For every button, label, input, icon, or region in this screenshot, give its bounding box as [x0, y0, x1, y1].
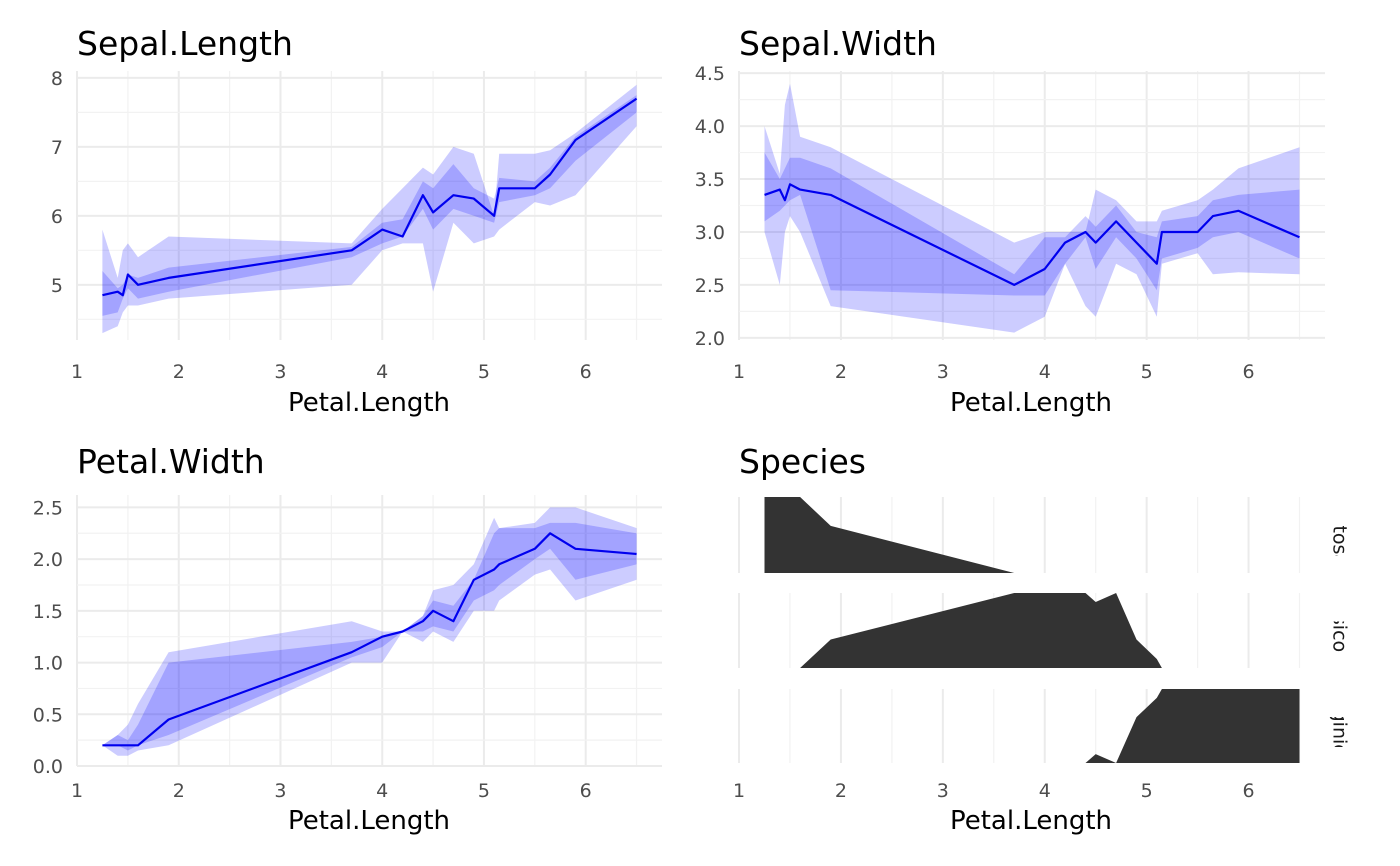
x-tick-labels: 1 2 3 4 5 6: [71, 780, 592, 802]
y-tick-labels: 2.0 2.5 3.0 3.5 4.0 4.5: [695, 63, 725, 350]
x-tick-label: 5: [1141, 780, 1153, 802]
species-ridge-versicolor: [800, 593, 1162, 668]
y-tick-label: 2.5: [33, 497, 63, 519]
mean-line: [764, 183, 1300, 286]
x-tick-label: 1: [71, 361, 83, 383]
panel-grid: [76, 495, 662, 767]
x-axis-title: Petal.Length: [288, 806, 450, 836]
x-axis-title: Petal.Length: [288, 388, 450, 418]
x-tick-label: 4: [376, 361, 388, 383]
x-tick-label: 2: [173, 361, 185, 383]
x-tick-label: 5: [478, 780, 490, 802]
x-tick-label: 3: [274, 780, 286, 802]
panel-title: Species: [739, 442, 866, 481]
y-tick-label: 1.0: [33, 653, 63, 675]
outer-interval-band: [764, 83, 1300, 333]
outer-interval-band: [102, 84, 637, 334]
x-tick-labels: 1 2 3 4 5 6: [733, 780, 1255, 802]
panel-grid: [738, 497, 1301, 763]
y-tick-label: 2.0: [33, 549, 63, 571]
inner-interval-band: [102, 95, 637, 316]
y-tick-label: 0.0: [33, 756, 63, 778]
y-tick-labels: 5 6 7 8: [51, 68, 63, 297]
x-tick-label: 4: [1039, 780, 1051, 802]
y-tick-labels: 0.0 0.5 1.0 1.5 2.0 2.5: [33, 497, 63, 778]
mean-line: [102, 532, 637, 747]
panel-petal-width: Petal.Width 0.0 0.5 1.0 1.5 2.0 2.5 1 2 3 4 5 6 Pe…: [33, 442, 662, 836]
y-tick-label: 2.5: [695, 275, 725, 297]
species-ridge-virginica: [1085, 689, 1300, 763]
panel-grid: [76, 71, 662, 340]
panel-marks: [102, 84, 638, 334]
y-tick-label: 3.5: [695, 169, 725, 191]
x-tick-label: 6: [580, 361, 592, 383]
panel-sepal-length: Sepal.Length 5 6 7 8 1 2 3 4 5 6 Petal.Length: [51, 24, 662, 418]
panel-marks: setosa versicolor virginica: [764, 497, 1351, 767]
panel-marks: [102, 507, 637, 756]
x-tick-labels: 1 2 3 4 5 6: [733, 361, 1255, 383]
x-tick-label: 1: [733, 361, 745, 383]
x-tick-label: 1: [71, 780, 83, 802]
x-tick-label: 1: [733, 780, 745, 802]
x-tick-label: 4: [1039, 361, 1051, 383]
x-tick-label: 3: [937, 361, 949, 383]
facet-strip-label: virginica: [1329, 686, 1351, 767]
panel-title: Sepal.Width: [739, 24, 937, 63]
x-tick-label: 3: [937, 780, 949, 802]
y-tick-label: 0.5: [33, 704, 63, 726]
y-tick-label: 4.0: [695, 116, 725, 138]
panel-grid: [738, 71, 1325, 340]
x-tick-label: 2: [173, 780, 185, 802]
x-tick-labels: 1 2 3 4 5 6: [71, 361, 592, 383]
y-tick-label: 6: [51, 206, 63, 228]
x-tick-label: 6: [1243, 780, 1255, 802]
x-tick-label: 4: [376, 780, 388, 802]
panel-marks: [764, 83, 1300, 333]
x-axis-title: Petal.Length: [950, 388, 1112, 418]
y-tick-label: 5: [51, 275, 63, 297]
panel-title: Petal.Width: [77, 442, 265, 481]
x-tick-label: 6: [580, 780, 592, 802]
x-tick-label: 5: [478, 361, 490, 383]
y-tick-label: 3.0: [695, 222, 725, 244]
y-tick-label: 1.5: [33, 601, 63, 623]
y-tick-label: 2.0: [695, 328, 725, 350]
mean-line: [102, 97, 638, 297]
facet-strip-label: setosa: [1329, 504, 1351, 566]
inner-interval-band: [764, 152, 1300, 296]
y-tick-label: 7: [51, 137, 63, 159]
y-tick-label: 4.5: [695, 63, 725, 85]
x-axis-title: Petal.Length: [950, 806, 1112, 836]
x-tick-label: 3: [274, 361, 286, 383]
panel-title: Sepal.Length: [77, 24, 293, 63]
x-tick-label: 2: [835, 361, 847, 383]
species-ridge-setosa: [764, 497, 1015, 573]
panel-species: Species setosa versicolor virginica 1 2 3 4 5 6…: [733, 442, 1351, 836]
y-tick-label: 8: [51, 68, 63, 90]
x-tick-label: 5: [1141, 361, 1153, 383]
x-tick-label: 2: [835, 780, 847, 802]
panel-sepal-width: Sepal.Width 2.0 2.5 3.0 3.5 4.0 4.5 1 2 3 4 5 6 Pe…: [695, 24, 1325, 418]
x-tick-label: 6: [1243, 361, 1255, 383]
facet-strip-label: versicolor: [1329, 584, 1351, 677]
